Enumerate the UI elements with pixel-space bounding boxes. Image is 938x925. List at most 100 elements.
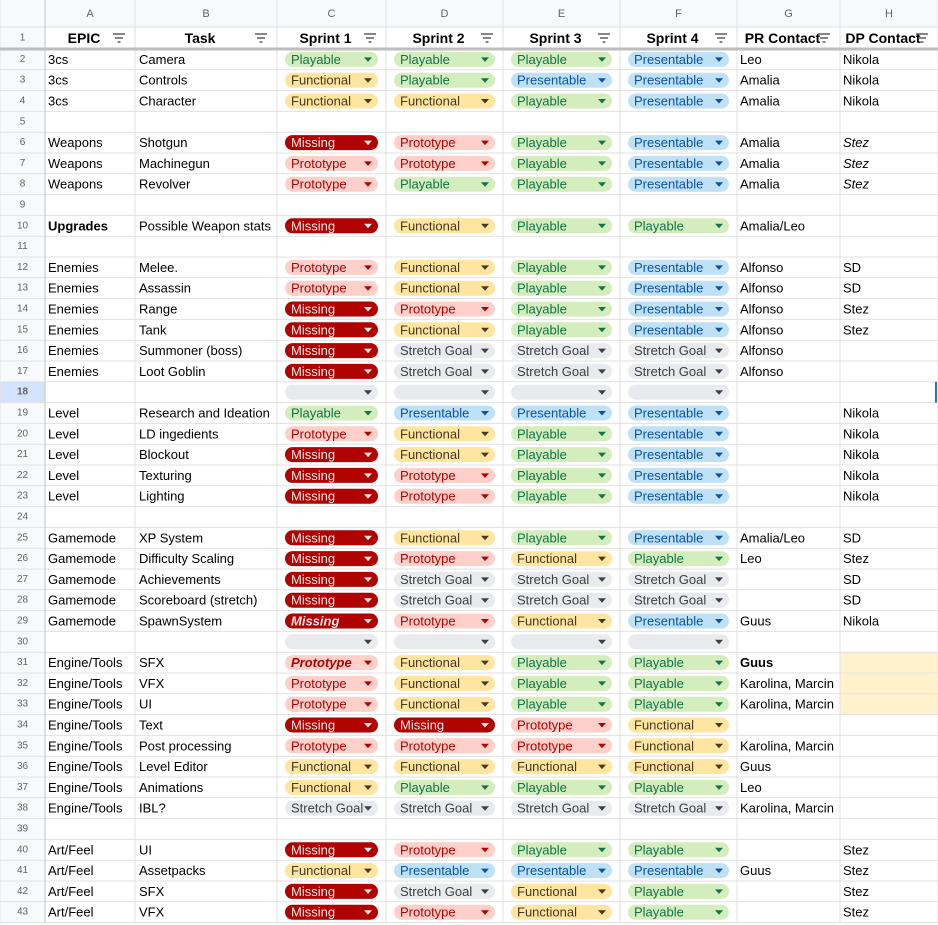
dropdown-arrow[interactable]	[364, 223, 372, 229]
status-chip[interactable]	[394, 447, 495, 463]
dropdown-arrow[interactable]	[481, 161, 489, 166]
dropdown-arrow[interactable]	[715, 411, 723, 416]
dropdown-arrow[interactable]	[481, 348, 489, 354]
dropdown-arrow[interactable]	[598, 494, 606, 499]
dropdown-arrow[interactable]	[364, 868, 372, 874]
status-chip[interactable]	[285, 655, 378, 671]
dropdown-arrow[interactable]	[481, 452, 489, 458]
dropdown-arrow[interactable]	[598, 348, 606, 354]
dropdown-arrow[interactable]	[364, 764, 372, 770]
status-chip[interactable]	[394, 800, 495, 816]
status-chip[interactable]	[394, 426, 495, 442]
status-chip[interactable]	[628, 738, 729, 754]
status-chip[interactable]	[511, 696, 612, 712]
status-chip[interactable]	[394, 883, 495, 899]
dropdown-arrow[interactable]	[481, 702, 489, 707]
dropdown-arrow[interactable]	[481, 431, 489, 437]
status-chip[interactable]	[285, 301, 378, 317]
dropdown-arrow[interactable]	[364, 182, 372, 187]
status-chip[interactable]	[628, 155, 729, 171]
dropdown-arrow[interactable]	[715, 431, 723, 437]
status-chip[interactable]	[285, 426, 378, 442]
status-chip[interactable]	[511, 904, 612, 920]
dropdown-arrow[interactable]	[481, 286, 489, 291]
dropdown-arrow[interactable]	[481, 556, 489, 562]
dropdown-arrow[interactable]	[364, 452, 372, 458]
status-chip[interactable]	[511, 551, 612, 567]
dropdown-arrow[interactable]	[715, 723, 723, 728]
status-chip[interactable]	[628, 696, 729, 712]
status-chip[interactable]	[628, 72, 729, 88]
status-chip[interactable]	[285, 447, 378, 463]
status-chip[interactable]	[285, 696, 378, 712]
dropdown-arrow[interactable]	[598, 390, 606, 395]
dropdown-arrow[interactable]	[481, 743, 489, 749]
dropdown-arrow[interactable]	[364, 743, 372, 749]
dropdown-arrow[interactable]	[481, 723, 489, 728]
dropdown-arrow[interactable]	[598, 99, 606, 104]
status-chip[interactable]	[511, 322, 612, 338]
dropdown-arrow[interactable]	[364, 847, 372, 853]
status-chip[interactable]	[285, 717, 378, 733]
status-chip[interactable]	[394, 779, 495, 795]
status-chip[interactable]	[394, 717, 495, 733]
dropdown-arrow[interactable]	[364, 369, 372, 374]
dropdown-arrow[interactable]	[481, 411, 489, 416]
status-chip[interactable]	[511, 218, 612, 234]
dropdown-arrow[interactable]	[715, 99, 723, 104]
status-chip[interactable]	[628, 467, 729, 483]
dropdown-arrow[interactable]	[715, 639, 723, 645]
dropdown-arrow[interactable]	[364, 681, 372, 686]
dropdown-arrow[interactable]	[598, 327, 606, 333]
status-chip[interactable]	[511, 280, 612, 296]
status-chip[interactable]	[285, 467, 378, 483]
dropdown-arrow[interactable]	[715, 619, 723, 624]
status-chip[interactable]	[285, 93, 378, 109]
status-chip[interactable]	[394, 176, 495, 192]
dropdown-arrow[interactable]	[598, 78, 606, 83]
status-chip[interactable]	[394, 738, 495, 754]
status-chip[interactable]	[511, 363, 612, 379]
dropdown-arrow[interactable]	[364, 431, 372, 437]
dropdown-arrow[interactable]	[364, 411, 372, 416]
dropdown-arrow[interactable]	[481, 660, 489, 666]
dropdown-arrow[interactable]	[598, 598, 606, 603]
dropdown-arrow[interactable]	[598, 223, 606, 229]
dropdown-arrow[interactable]	[364, 910, 372, 915]
status-chip[interactable]	[285, 904, 378, 920]
status-chip[interactable]	[628, 426, 729, 442]
status-chip[interactable]	[628, 218, 729, 234]
dropdown-arrow[interactable]	[715, 577, 723, 582]
dropdown-arrow[interactable]	[598, 889, 606, 894]
dropdown-arrow[interactable]	[481, 785, 489, 790]
dropdown-arrow[interactable]	[481, 681, 489, 686]
status-chip[interactable]	[394, 842, 495, 858]
status-chip[interactable]	[285, 135, 378, 151]
dropdown-arrow[interactable]	[364, 286, 372, 291]
status-chip[interactable]	[285, 176, 378, 192]
dropdown-arrow[interactable]	[364, 140, 372, 146]
status-chip[interactable]	[511, 779, 612, 795]
status-chip[interactable]	[285, 613, 378, 629]
status-chip[interactable]	[394, 343, 495, 359]
dropdown-arrow[interactable]	[715, 494, 723, 499]
status-chip[interactable]	[511, 259, 612, 275]
dropdown-arrow[interactable]	[364, 619, 372, 624]
dropdown-arrow[interactable]	[364, 639, 372, 645]
status-chip[interactable]	[511, 759, 612, 775]
status-chip[interactable]	[394, 613, 495, 629]
status-chip[interactable]	[511, 842, 612, 858]
dropdown-arrow[interactable]	[715, 307, 723, 312]
status-chip[interactable]	[628, 384, 729, 400]
status-chip[interactable]	[394, 467, 495, 483]
dropdown-arrow[interactable]	[364, 660, 372, 666]
dropdown-arrow[interactable]	[481, 598, 489, 603]
status-chip[interactable]	[394, 259, 495, 275]
status-chip[interactable]	[628, 280, 729, 296]
status-chip[interactable]	[394, 571, 495, 587]
dropdown-arrow[interactable]	[364, 348, 372, 354]
dropdown-arrow[interactable]	[364, 99, 372, 104]
dropdown-arrow[interactable]	[364, 723, 372, 728]
status-chip[interactable]	[394, 904, 495, 920]
dropdown-arrow[interactable]	[481, 535, 489, 541]
